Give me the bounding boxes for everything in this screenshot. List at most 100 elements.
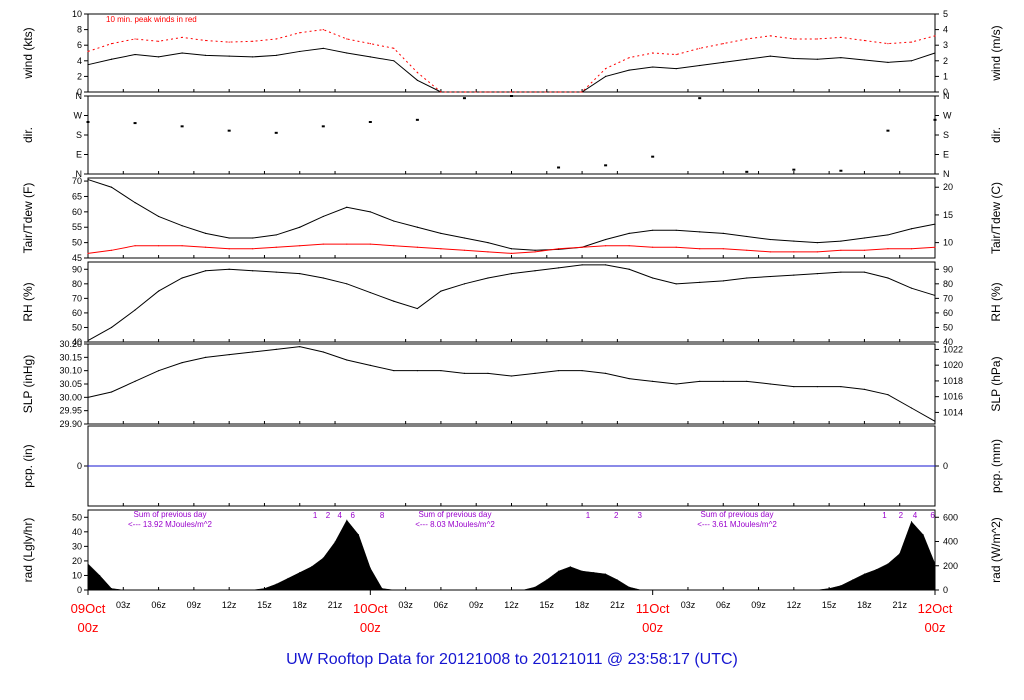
wind-series-line <box>87 47 936 93</box>
rad-data-point <box>675 589 677 591</box>
dir-data-point <box>86 121 90 123</box>
rh-data-point <box>699 281 701 283</box>
day-sum-heading: Sum of previous day <box>419 510 492 519</box>
dir-data-point <box>133 122 137 125</box>
slp-data-point <box>652 380 654 382</box>
x-tick-label: 15z <box>257 600 272 610</box>
temp-data-point <box>652 229 654 231</box>
slp-data-point <box>205 356 207 358</box>
rad-data-point <box>463 589 465 591</box>
wind-data-point <box>840 36 842 39</box>
wind-data-point <box>769 55 771 57</box>
temp-data-point <box>440 248 442 250</box>
temp-ytick-right-label: 10 <box>943 238 953 248</box>
temp-data-point <box>628 232 630 234</box>
rh-data-point <box>110 326 113 329</box>
rad-ytick-label: 0 <box>77 585 82 595</box>
dir-data-point <box>839 169 843 172</box>
dir-data-point <box>651 155 655 158</box>
rad-hour-marker: 4 <box>913 511 918 520</box>
rh-ytick-label: 60 <box>72 308 82 318</box>
x-day-hour-label: 00z <box>360 620 381 635</box>
wind-data-point <box>393 60 395 62</box>
rh-data-point <box>746 277 748 279</box>
slp-data-point <box>793 386 795 388</box>
rad-data-point <box>122 589 124 591</box>
slp-data-point <box>487 372 489 374</box>
pcp-ytick-label: 0 <box>77 461 82 471</box>
temp-data-point <box>816 251 818 253</box>
temp-data-point <box>769 238 771 241</box>
rad-hour-marker: 3 <box>637 511 642 520</box>
rad-hour-marker: 6 <box>930 511 935 520</box>
rad-hour-marker: 4 <box>338 511 343 520</box>
temp-data-point <box>252 237 254 239</box>
rad-data-point <box>863 573 865 575</box>
rad-ytick-label: 30 <box>72 541 82 551</box>
rad-data-point <box>875 569 877 571</box>
rad-data-point <box>852 579 854 581</box>
rad-data-point <box>487 589 489 591</box>
slp-panel: 29.90 29.95 30.00 30.05 30.10 30.15 30.20 1014 1… <box>21 339 1003 429</box>
rh-data-point <box>510 273 513 275</box>
x-tick-label: 21z <box>610 600 625 610</box>
pcp-ylabel-right: pcp. (mm) <box>989 439 1003 493</box>
rad-data-point <box>158 589 160 591</box>
wind-data-point <box>605 75 607 77</box>
rad-data-point <box>734 589 736 591</box>
rad-data-point <box>311 566 313 568</box>
rh-data-point <box>793 274 795 276</box>
dir-data-point <box>604 164 608 167</box>
rad-data-point <box>522 589 524 591</box>
wind-data-point <box>675 53 677 56</box>
temp-data-point <box>887 234 889 236</box>
rh-data-point <box>722 280 724 282</box>
wind-ylabel: wind (kts) <box>21 27 35 79</box>
x-day-label: 10Oct <box>353 601 388 616</box>
temp-frame <box>87 177 936 259</box>
temp-data-point <box>228 237 230 239</box>
wind-ytick-right-label: 0 <box>943 87 948 97</box>
slp-data-point <box>840 386 842 388</box>
wind-data-point <box>793 38 795 40</box>
temp-ytick-label: 55 <box>72 222 82 232</box>
rad-data-point <box>428 589 430 591</box>
slp-series-line <box>87 346 936 422</box>
temp-data-point <box>557 248 560 250</box>
wind-data-point <box>557 91 560 93</box>
dir-data-point <box>933 118 937 121</box>
slp-ytick-label: 29.95 <box>59 406 82 416</box>
pcp-data-point <box>87 465 89 467</box>
temp-data-point <box>699 231 701 233</box>
rad-ytick-label: 50 <box>72 512 82 522</box>
rad-data-point <box>616 579 618 581</box>
dir-ytick-right-label: N <box>943 169 950 179</box>
wind-data-point <box>299 50 301 53</box>
wind-data-point <box>134 53 136 56</box>
rad-data-point <box>934 563 936 565</box>
slp-data-point <box>863 388 866 390</box>
slp-ytick-label: 30.10 <box>59 366 82 376</box>
slp-ytick-right-label: 1018 <box>943 376 963 386</box>
rad-data-point <box>475 589 477 591</box>
temp-data-point <box>157 245 160 247</box>
slp-data-point <box>110 391 113 393</box>
x-day-label: 09Oct <box>71 601 106 616</box>
rad-data-point <box>593 572 595 574</box>
temp-data-point <box>463 237 466 239</box>
slp-data-point <box>628 378 630 380</box>
rad-hour-marker: 2 <box>326 511 331 520</box>
rad-data-point <box>758 589 760 591</box>
wind-data-point <box>746 38 748 40</box>
temp-data-point <box>675 246 677 248</box>
wind-data-point <box>393 47 395 49</box>
wind-data-point <box>910 41 913 43</box>
rh-data-point <box>769 275 771 278</box>
rh-ytick-label: 50 <box>72 322 82 332</box>
dir-data-point <box>510 95 513 97</box>
rad-data-point <box>569 566 571 568</box>
slp-data-point <box>605 372 607 374</box>
rad-data-point <box>640 589 642 591</box>
rad-data-point <box>910 521 912 523</box>
wind-data-point <box>887 61 889 63</box>
